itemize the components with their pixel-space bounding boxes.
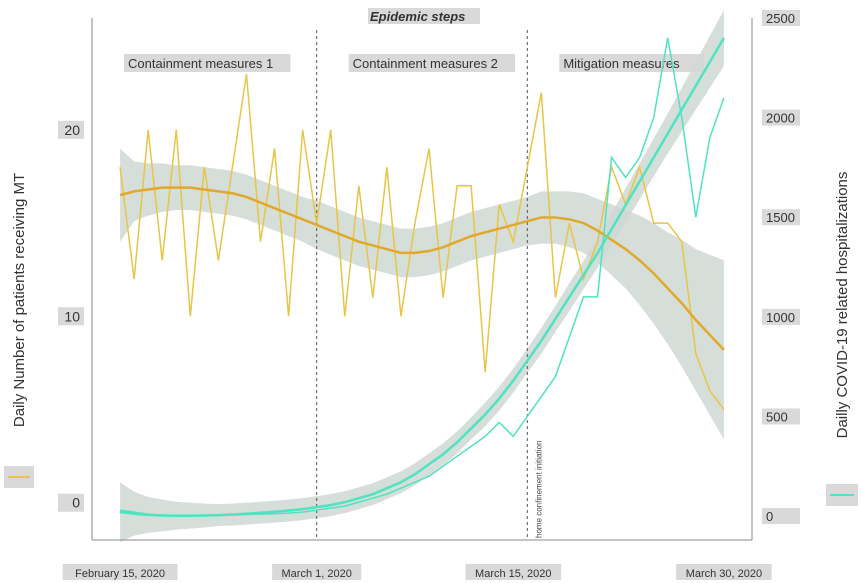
right-tick-bg-6	[762, 10, 800, 26]
x-tick-bg-1	[62, 564, 178, 580]
left-tick-bg-1	[58, 493, 84, 512]
vline-label-2: home confinement initiation	[534, 441, 543, 538]
right-tick-2: 500	[766, 409, 788, 424]
phase-label-2: Containment measures 2	[353, 56, 498, 71]
x-tick-1: February 15, 2020	[75, 568, 165, 580]
vertical-lines: home confinement initiation	[316, 30, 543, 540]
left-tick-2: 10	[64, 308, 80, 324]
right-tick-4: 1500	[766, 210, 795, 225]
trend-line-1	[119, 186, 725, 351]
right-tick-bg-2	[762, 408, 800, 425]
phase-label-3: Mitigation measures	[563, 56, 680, 71]
chart-title: Epidemic steps	[370, 9, 465, 24]
x-tick-3: March 15, 2020	[475, 568, 551, 580]
right-tick-6: 2500	[766, 11, 795, 26]
left-tick-3: 20	[64, 122, 80, 138]
right-tick-bg-5	[762, 109, 800, 126]
right-ticks: 0 500 1000 1500 2000 2500	[762, 10, 800, 525]
phase-label-bg-2	[348, 54, 516, 72]
left-ticks: 0 10 20	[58, 120, 84, 512]
confidence-bands	[120, 10, 724, 542]
left-tick-bg-3	[58, 120, 84, 139]
x-ticks: February 15, 2020 March 1, 2020 March 15, …	[62, 564, 772, 580]
phase-label-bg-1	[124, 54, 291, 72]
right-tick-bg-1	[762, 508, 800, 525]
chart-title-bg	[368, 8, 480, 24]
right-tick-1: 0	[766, 509, 773, 524]
x-tick-4: March 30, 2020	[686, 568, 762, 580]
x-tick-bg-4	[676, 564, 772, 580]
right-tick-bg-3	[762, 308, 800, 325]
x-tick-bg-2	[272, 564, 362, 580]
series-lines	[119, 37, 725, 517]
right-axis-label: Dailly COVID-19 related hospitalizations	[834, 172, 851, 439]
right-tick-5: 2000	[766, 111, 795, 126]
left-tick-bg-2	[58, 307, 84, 326]
phase-label-bg-3	[559, 54, 705, 72]
legend	[4, 466, 858, 506]
right-tick-bg-4	[762, 209, 800, 226]
series-line-1	[119, 73, 725, 410]
right-tick-3: 1000	[766, 310, 795, 325]
left-tick-1: 0	[72, 495, 80, 511]
left-axis-label: Daily Number of patients receiving MT	[11, 173, 28, 427]
x-tick-bg-3	[465, 564, 562, 580]
phase-label-1: Containment measures 1	[128, 56, 273, 71]
trend-line-2	[119, 37, 725, 517]
phase-bands: Containment measures 1 Containment measur…	[124, 54, 705, 72]
x-tick-2: March 1, 2020	[282, 568, 352, 580]
